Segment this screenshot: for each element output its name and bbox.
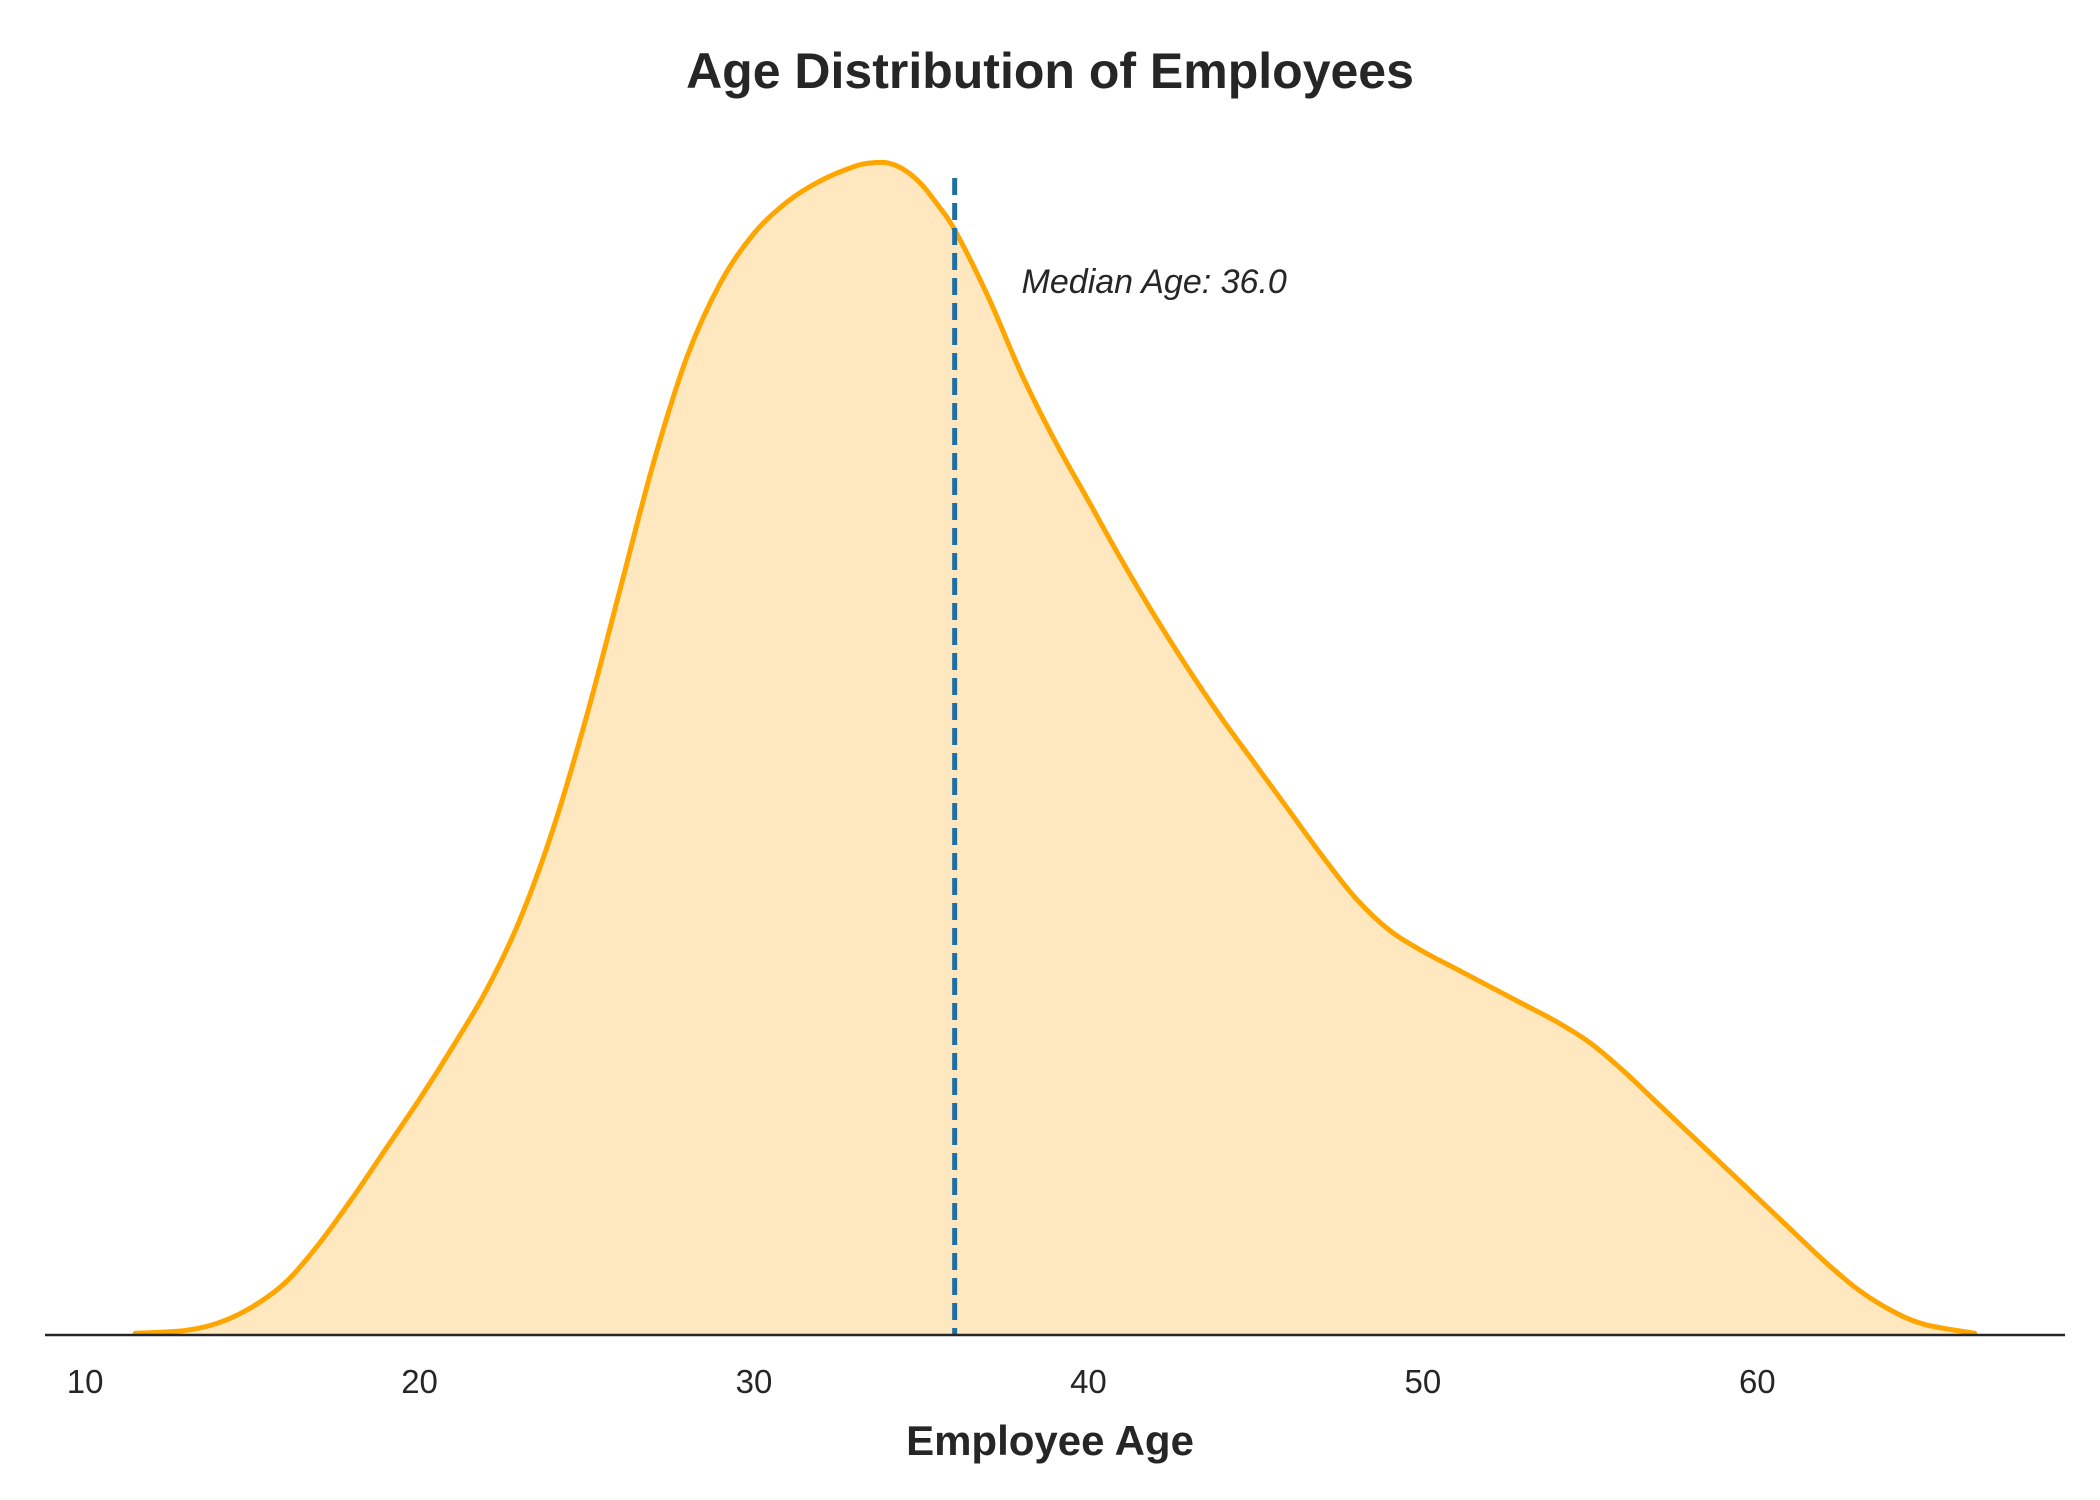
x-tick-label: 30	[736, 1363, 773, 1400]
x-tick-label: 50	[1405, 1363, 1442, 1400]
x-tick-label: 40	[1070, 1363, 1107, 1400]
density-curve-line	[132, 159, 1978, 1336]
plot-area: 10 20 30 40 50 60	[45, 159, 2065, 1400]
x-tick-label: 60	[1739, 1363, 1776, 1400]
x-axis-label: Employee Age	[906, 1417, 1194, 1464]
chart-title: Age Distribution of Employees	[686, 43, 1414, 99]
x-tick-label: 10	[67, 1363, 104, 1400]
median-annotation: Median Age: 36.0	[1022, 263, 1287, 301]
x-tick-label: 20	[401, 1363, 438, 1400]
density-area-fill	[135, 162, 1975, 1335]
